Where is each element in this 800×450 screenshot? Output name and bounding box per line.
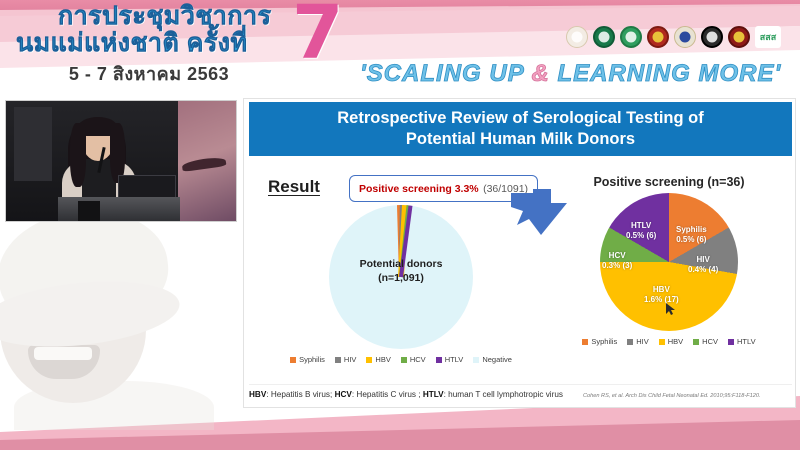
legend-item-syphilis: Syphilis xyxy=(582,337,617,346)
legend-item-htlv: HTLV xyxy=(435,355,463,364)
citation: Cohen RS, et al. Arch Dis Child Fetal Ne… xyxy=(583,393,761,399)
logo-university-icon xyxy=(701,26,723,48)
chart-potential-donors: Potential donors (n=1,091) Syphilis HIV … xyxy=(266,199,536,364)
podium xyxy=(58,197,180,221)
abbreviation-note: HBV: Hepatitis B virus; HCV: Hepatitis C… xyxy=(249,390,563,399)
legend-item-hiv: HIV xyxy=(334,355,356,364)
legend-item-negative: Negative xyxy=(473,355,512,364)
pie-center-label: Potential donors (n=1,091) xyxy=(329,257,473,285)
podium-panel xyxy=(78,201,100,221)
sponsor-logo-row: สสส xyxy=(566,26,781,48)
slide-panel: Retrospective Review of Serological Test… xyxy=(243,98,796,408)
legend-potential-donors: Syphilis HIV HBV HCV HTLV Negative xyxy=(266,355,536,364)
conference-title-thai: การประชุมวิชาการ นมแม่แห่งชาติ ครั้งที่ … xyxy=(16,2,308,88)
pie-positive-screening: Syphilis 0.5% (6) HIV 0.4% (4) HBV 1.6% … xyxy=(600,193,738,331)
slice-label-syphilis: Syphilis 0.5% (6) xyxy=(676,225,707,244)
legend-item-hcv: HCV xyxy=(400,355,426,364)
edition-number: 7 xyxy=(292,0,344,76)
slice-label-hcv: HCV 0.3% (3) xyxy=(602,251,633,270)
slide-title-line1: Retrospective Review of Serological Test… xyxy=(337,109,704,128)
pie-center-label-line1: Potential donors xyxy=(359,258,443,270)
legend-item-hbv: HBV xyxy=(658,337,683,346)
result-heading: Result xyxy=(268,177,320,196)
legend-positive-screening: Syphilis HIV HBV HCV HTLV xyxy=(544,337,794,346)
slide-footnote: HBV: Hepatitis B virus; HCV: Hepatitis C… xyxy=(249,384,792,399)
slice-label-hbv: HBV 1.6% (17) xyxy=(644,285,679,304)
logo-ministry-health-icon xyxy=(593,26,615,48)
conference-date: 5 - 7 สิงหาคม 2563 xyxy=(68,64,230,84)
legend-item-htlv: HTLV xyxy=(728,337,756,346)
logo-royal-college-icon xyxy=(647,26,669,48)
presenter-video-feed[interactable] xyxy=(5,100,237,222)
tagline-post: LEARNING MORE' xyxy=(549,60,782,88)
logo-medical-council-icon xyxy=(728,26,750,48)
legend-item-hcv: HCV xyxy=(693,337,718,346)
slide-title-line2: Potential Human Milk Donors xyxy=(405,130,636,148)
conference-tagline: 'SCALING UP & LEARNING MORE' xyxy=(360,60,781,88)
pie-positive-title: Positive screening (n=36) xyxy=(593,175,745,189)
logo-thaihealth-icon: สสส xyxy=(755,26,781,48)
child-photo-watermark xyxy=(0,205,244,430)
logo-royal-crest-icon xyxy=(674,26,696,48)
pie-potential-donors: Potential donors (n=1,091) xyxy=(329,204,473,349)
slice-label-htlv: HTLV 0.5% (6) xyxy=(626,221,657,240)
legend-item-hbv: HBV xyxy=(366,355,391,364)
presenter-hair-right xyxy=(110,123,125,183)
conference-title-line1: การประชุมวิชาการ xyxy=(58,2,272,30)
callout-fraction: (36/1091) xyxy=(483,183,529,195)
presenter-hair-left xyxy=(70,123,86,187)
conference-title-line2: นมแม่แห่งชาติ ครั้งที่ xyxy=(16,28,248,57)
pie-center-label-line2: (n=1,091) xyxy=(378,272,424,285)
laptop-icon xyxy=(118,175,176,199)
mouse-cursor-icon xyxy=(666,303,675,315)
callout-percentage: Positive screening 3.3% xyxy=(359,183,479,195)
slide-title: Retrospective Review of Serological Test… xyxy=(249,102,792,156)
positive-screening-callout: Positive screening 3.3% (36/1091) xyxy=(349,175,539,202)
tagline-ampersand: & xyxy=(531,60,550,88)
chart-positive-screening: Positive screening (n=36) Syphilis 0.5% … xyxy=(544,175,794,346)
presenter-hair-top xyxy=(79,117,117,136)
tagline-pre: 'SCALING UP xyxy=(360,60,532,88)
logo-health-dept-icon xyxy=(620,26,642,48)
slice-label-hiv: HIV 0.4% (4) xyxy=(688,255,719,274)
logo-buddha-icon xyxy=(566,26,588,48)
legend-item-hiv: HIV xyxy=(627,337,649,346)
flow-arrow-icon xyxy=(511,189,567,235)
legend-item-syphilis: Syphilis xyxy=(290,355,325,364)
